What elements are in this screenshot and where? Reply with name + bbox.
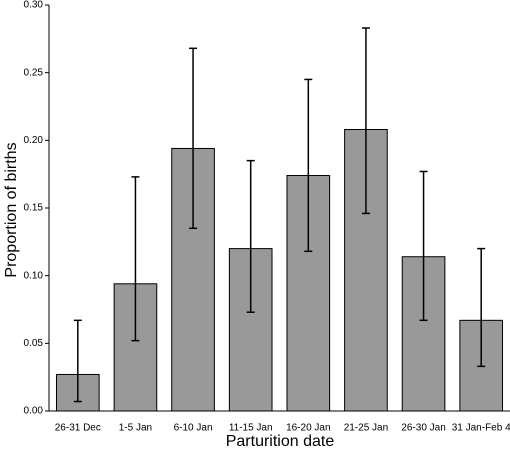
x-tick-label: 21-25 Jan [344, 423, 388, 434]
x-tick-label: 26-30 Jan [401, 423, 445, 434]
y-tick-label: 0.15 [24, 203, 44, 214]
y-tick-label: 0.25 [24, 67, 44, 78]
x-axis-label: Parturition date [226, 433, 335, 450]
x-tick-label: 31 Jan-Feb 4 [452, 423, 510, 434]
x-tick-label: 6-10 Jan [174, 423, 213, 434]
x-tick-label: 11-15 Jan [229, 423, 273, 434]
y-tick-label: 0.30 [24, 0, 44, 11]
x-tick-label: 26-31 Dec [55, 423, 101, 434]
y-axis-label: Proportion of births [3, 142, 20, 277]
y-tick-label: 0.05 [24, 338, 44, 349]
y-tick-label: 0.10 [24, 270, 44, 281]
y-tick-label: 0.20 [24, 135, 44, 146]
y-tick-label: 0.00 [24, 406, 44, 417]
x-tick-label: 1-5 Jan [119, 423, 152, 434]
x-tick-label: 16-20 Jan [286, 423, 330, 434]
